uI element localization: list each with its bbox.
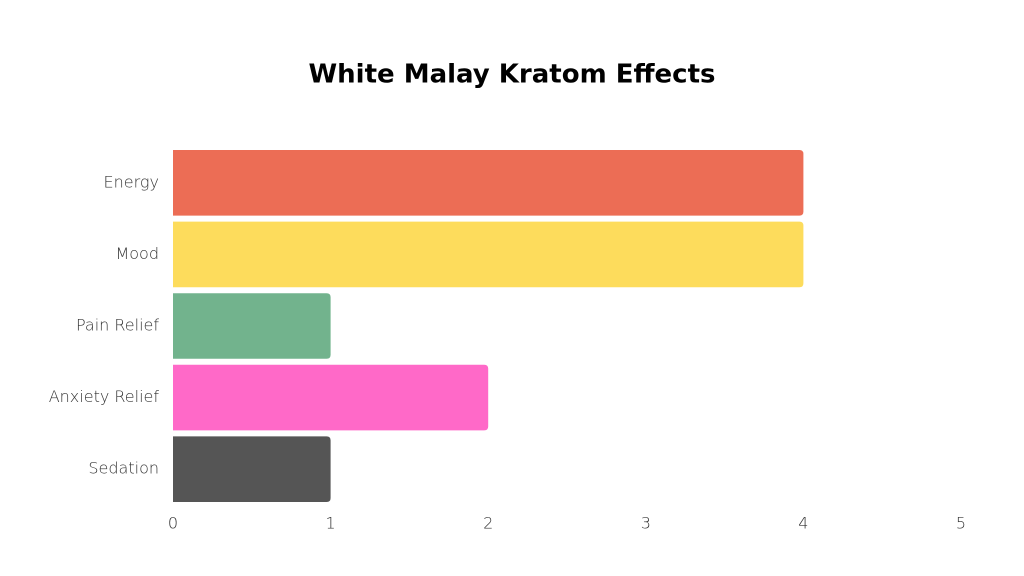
x-tick-label: 0 xyxy=(168,514,178,533)
x-tick-label: 5 xyxy=(956,514,966,533)
bar xyxy=(173,436,331,502)
bar xyxy=(173,293,331,359)
x-tick-label: 1 xyxy=(326,514,336,533)
y-tick-label: Energy xyxy=(104,172,159,191)
y-tick-label: Sedation xyxy=(88,459,159,478)
bar xyxy=(173,150,804,216)
y-tick-label: Anxiety Relief xyxy=(49,387,160,406)
x-tick-label: 3 xyxy=(641,514,651,533)
bar xyxy=(173,221,804,288)
x-tick-label: 4 xyxy=(798,514,808,533)
chart-title: White Malay Kratom Effects xyxy=(308,60,715,90)
x-tick-label: 2 xyxy=(483,514,493,533)
bar xyxy=(173,364,489,431)
y-tick-label: Mood xyxy=(115,244,159,263)
y-tick-label: Pain Relief xyxy=(76,316,159,335)
